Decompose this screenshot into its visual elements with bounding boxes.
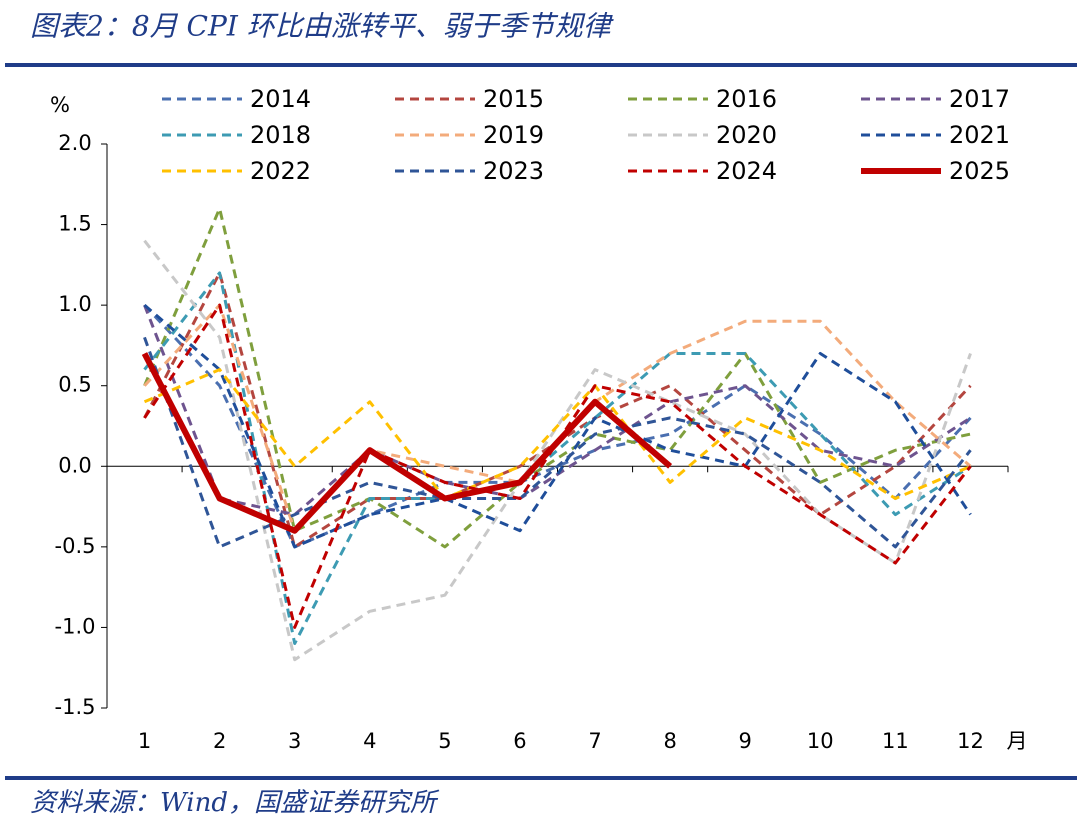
series-line — [143, 368, 972, 500]
legend-label: 2017 — [949, 85, 1010, 113]
series-line — [143, 336, 972, 549]
series-line — [143, 303, 972, 549]
x-tick-label: 1 — [138, 729, 151, 753]
source-rule — [5, 776, 1077, 780]
title-rule — [5, 63, 1077, 67]
x-tick-label: 11 — [882, 729, 909, 753]
x-tick-label: 12 — [957, 729, 984, 753]
y-tick-label: -1.5 — [55, 695, 96, 719]
x-unit: 月 — [1007, 729, 1028, 753]
series-line — [141, 352, 673, 534]
series-line — [143, 207, 971, 549]
legend-label: 2020 — [716, 121, 777, 149]
chart-title: 图表2：8月 CPI 环比由涨转平、弱于季节规律 — [30, 10, 614, 43]
x-tick-label: 4 — [363, 729, 376, 753]
legend-label: 2015 — [483, 85, 544, 113]
legend-label: 2024 — [716, 157, 777, 185]
series-line — [143, 271, 972, 645]
y-tick-label: -1.0 — [55, 614, 96, 638]
series-line — [143, 271, 972, 549]
legend-label: 2023 — [483, 157, 544, 185]
y-tick-label: 0.0 — [58, 453, 91, 477]
legend-label: 2022 — [250, 157, 311, 185]
y-tick-label: 1.0 — [58, 292, 91, 316]
x-tick-label: 3 — [288, 729, 301, 753]
series-line — [143, 304, 972, 517]
x-tick-label: 6 — [513, 729, 526, 753]
x-tick-label: 9 — [739, 729, 752, 753]
x-tick-label: 2 — [213, 729, 226, 753]
y-tick-label: 0.5 — [58, 373, 91, 397]
x-tick-label: 5 — [438, 729, 451, 753]
legend-label: 2016 — [716, 85, 777, 113]
y-unit: % — [50, 93, 70, 117]
legend-label: 2019 — [483, 121, 544, 149]
x-tick-label: 10 — [807, 729, 834, 753]
legend-label: 2018 — [250, 121, 311, 149]
legend-label: 2025 — [949, 157, 1010, 185]
legend-label: 2021 — [949, 121, 1010, 149]
y-tick-label: -0.5 — [55, 534, 96, 558]
legend-label: 2014 — [250, 85, 311, 113]
y-tick-label: 1.5 — [58, 212, 91, 236]
y-tick-label: 2.0 — [58, 131, 91, 155]
x-tick-label: 7 — [588, 729, 601, 753]
x-tick-label: 8 — [663, 729, 676, 753]
source: 资料来源：Wind，国盛证券研究所 — [30, 788, 440, 818]
